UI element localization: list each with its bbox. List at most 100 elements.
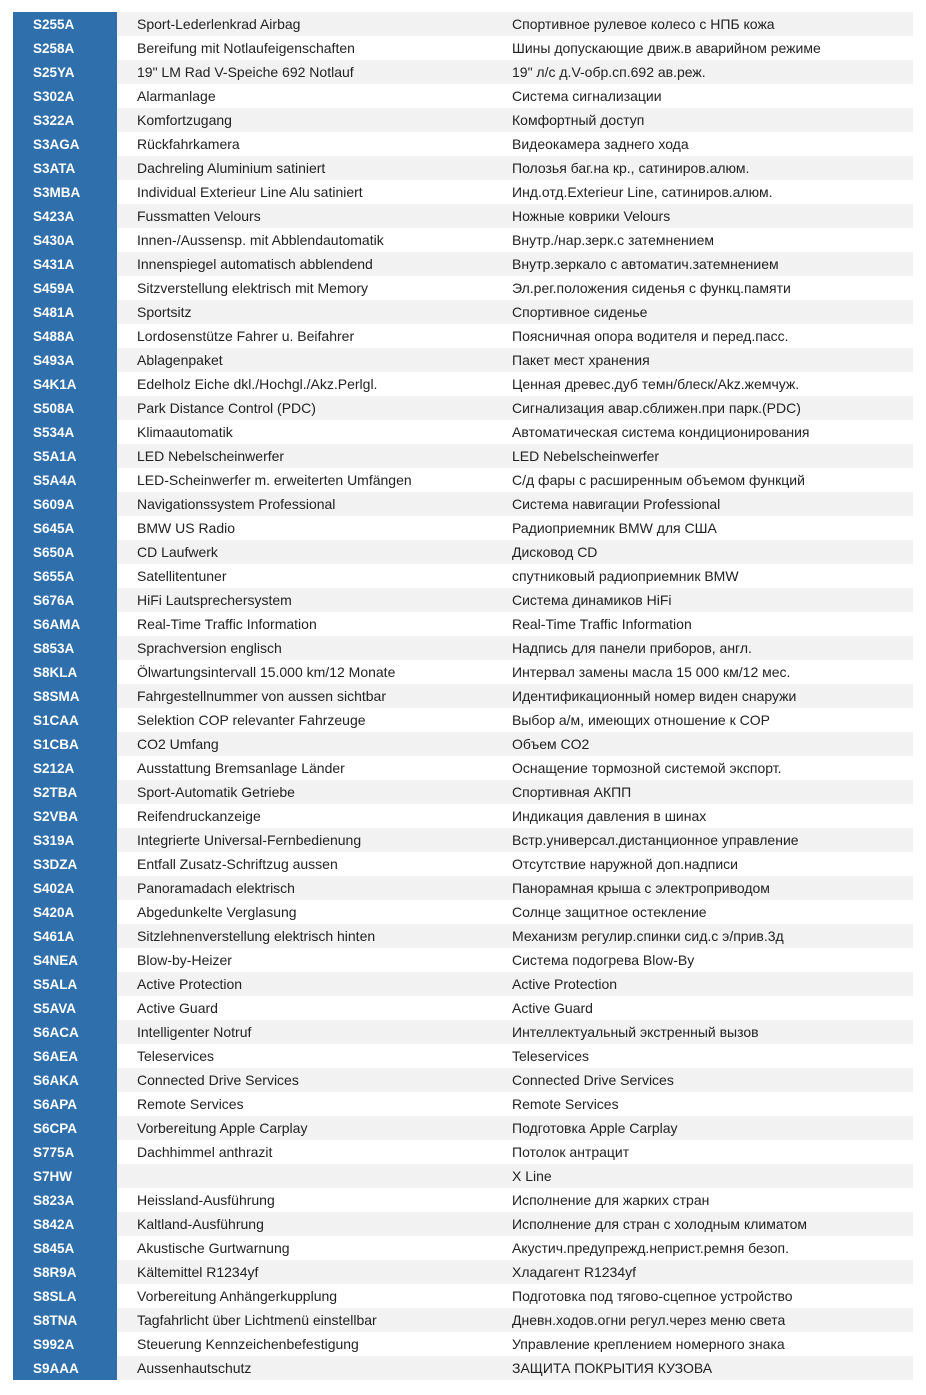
option-name-german: Navigationssystem Professional (117, 492, 492, 516)
option-name-german: BMW US Radio (117, 516, 492, 540)
option-name-german: Rückfahrkamera (117, 132, 492, 156)
option-name-russian: Видеокамера заднего хода (492, 132, 913, 156)
option-name-russian: X Line (492, 1164, 913, 1188)
option-name-german: Park Distance Control (PDC) (117, 396, 492, 420)
option-code: S534A (13, 420, 117, 444)
table-row: S534A Klimaautomatik Автоматическая систем… (13, 420, 913, 444)
option-name-german: HiFi Lautsprechersystem (117, 588, 492, 612)
option-name-german: Satellitentuner (117, 564, 492, 588)
table-row: S5A1A LED Nebelscheinwerfer LED Nebelschei… (13, 444, 913, 468)
option-code: S6ACA (13, 1020, 117, 1044)
option-name-german: Active Protection (117, 972, 492, 996)
table-row: S319A Integrierte Universal-Fernbedienung… (13, 828, 913, 852)
option-code: S992A (13, 1332, 117, 1356)
option-name-russian: Подготовка под тягово-сцепное устройство (492, 1284, 913, 1308)
option-name-german: Innenspiegel automatisch abblendend (117, 252, 492, 276)
option-code: S3AGA (13, 132, 117, 156)
option-name-german: Sport-Lederlenkrad Airbag (117, 12, 492, 36)
table-row: S6CPA Vorbereitung Apple Carplay Подготовк… (13, 1116, 913, 1140)
option-name-russian: Система динамиков HiFi (492, 588, 913, 612)
table-row: S775A Dachhimmel anthrazit Потолок антраци… (13, 1140, 913, 1164)
option-name-german: Ausstattung Bremsanlage Länder (117, 756, 492, 780)
option-name-russian: Солнце защитное остекление (492, 900, 913, 924)
option-name-german: CD Laufwerk (117, 540, 492, 564)
option-name-russian: Оснащение тормозной системой экспорт. (492, 756, 913, 780)
option-name-german: Sportsitz (117, 300, 492, 324)
option-name-russian: Эл.рег.положения сиденья с функц.памяти (492, 276, 913, 300)
option-name-german: Remote Services (117, 1092, 492, 1116)
option-code: S8TNA (13, 1308, 117, 1332)
table-row: S430A Innen-/Aussensp. mit Abblendautomat… (13, 228, 913, 252)
option-code: S8SLA (13, 1284, 117, 1308)
option-name-russian: Teleservices (492, 1044, 913, 1068)
option-name-russian: Real-Time Traffic Information (492, 612, 913, 636)
option-code: S655A (13, 564, 117, 588)
option-name-russian: спутниковый радиоприемник BMW (492, 564, 913, 588)
option-code: S775A (13, 1140, 117, 1164)
option-name-russian: Поясничная опора водителя и перед.пасс. (492, 324, 913, 348)
option-name-russian: Акустич.предупрежд.неприст.ремня безоп. (492, 1236, 913, 1260)
option-name-german: Sprachversion englisch (117, 636, 492, 660)
option-name-russian: LED Nebelscheinwerfer (492, 444, 913, 468)
option-name-russian: Дисковод CD (492, 540, 913, 564)
option-code: S493A (13, 348, 117, 372)
option-code: S5A1A (13, 444, 117, 468)
option-name-german: Fahrgestellnummer von aussen sichtbar (117, 684, 492, 708)
option-code: S676A (13, 588, 117, 612)
option-code: S212A (13, 756, 117, 780)
option-code: S3ATA (13, 156, 117, 180)
table-row: S423A Fussmatten Velours Ножные коврики Ve… (13, 204, 913, 228)
table-row: S25YA 19" LM Rad V-Speiche 692 Notlauf 19"… (13, 60, 913, 84)
option-name-russian: Внутр./нар.зерк.с затемнением (492, 228, 913, 252)
option-name-russian: Внутр.зеркало с автоматич.затемнением (492, 252, 913, 276)
option-name-german: Panoramadach elektrisch (117, 876, 492, 900)
option-name-russian: Интервал замены масла 15 000 км/12 мес. (492, 660, 913, 684)
table-row: S481A Sportsitz Спортивное сиденье (13, 300, 913, 324)
option-code: S25YA (13, 60, 117, 84)
option-code: S1CBA (13, 732, 117, 756)
table-row: S461A Sitzlehnenverstellung elektrisch hi… (13, 924, 913, 948)
option-name-german: Sport-Automatik Getriebe (117, 780, 492, 804)
option-code: S6AKA (13, 1068, 117, 1092)
option-name-german: Sitzlehnenverstellung elektrisch hinten (117, 924, 492, 948)
option-name-german: Akustische Gurtwarnung (117, 1236, 492, 1260)
option-name-german: Tagfahrlicht über Lichtmenü einstellbar (117, 1308, 492, 1332)
option-name-russian: Встр.универсал.дистанционное управление (492, 828, 913, 852)
table-row: S8SMA Fahrgestellnummer von aussen sichtb… (13, 684, 913, 708)
option-code: S650A (13, 540, 117, 564)
table-row: S212A Ausstattung Bremsanlage Länder Оснащ… (13, 756, 913, 780)
table-row: S6APA Remote Services Remote Services (13, 1092, 913, 1116)
option-code: S481A (13, 300, 117, 324)
option-code: S842A (13, 1212, 117, 1236)
option-code: S430A (13, 228, 117, 252)
option-name-russian: Объем CO2 (492, 732, 913, 756)
table-row: S4K1A Edelholz Eiche dkl./Hochgl./Akz.Per… (13, 372, 913, 396)
option-name-german: Innen-/Aussensp. mit Abblendautomatik (117, 228, 492, 252)
option-name-russian: 19" л/с д.V-обр.сп.692 ав.реж. (492, 60, 913, 84)
table-row: S676A HiFi Lautsprechersystem Система дина… (13, 588, 913, 612)
option-name-german: LED Nebelscheinwerfer (117, 444, 492, 468)
options-table-body: S255A Sport-Lederlenkrad Airbag Спортивное… (13, 12, 913, 1380)
option-code: S7HW (13, 1164, 117, 1188)
option-name-german: Sitzverstellung elektrisch mit Memory (117, 276, 492, 300)
table-row: S431A Innenspiegel automatisch abblendend… (13, 252, 913, 276)
option-code: S4NEA (13, 948, 117, 972)
option-name-russian: Панорамная крыша с электроприводом (492, 876, 913, 900)
table-row: S258A Bereifung mit Notlaufeigenschaften Ш… (13, 36, 913, 60)
option-name-russian: Потолок антрацит (492, 1140, 913, 1164)
table-row: S322A Komfortzugang Комфортный доступ (13, 108, 913, 132)
table-row: S8TNA Tagfahrlicht über Lichtmenü einstel… (13, 1308, 913, 1332)
table-row: S609A Navigationssystem Professional Систе… (13, 492, 913, 516)
option-code: S6AMA (13, 612, 117, 636)
option-name-russian: Подготовка Apple Carplay (492, 1116, 913, 1140)
table-row: S7HW X Line (13, 1164, 913, 1188)
option-name-russian: Надпись для панели приборов, англ. (492, 636, 913, 660)
option-code: S8SMA (13, 684, 117, 708)
option-name-german: Selektion COP relevanter Fahrzeuge (117, 708, 492, 732)
option-name-russian: Спортивная АКПП (492, 780, 913, 804)
option-code: S8R9A (13, 1260, 117, 1284)
table-row: S3MBA Individual Exterieur Line Alu satin… (13, 180, 913, 204)
option-code: S2TBA (13, 780, 117, 804)
option-name-german: LED-Scheinwerfer m. erweiterten Umfängen (117, 468, 492, 492)
option-name-russian: Система навигации Professional (492, 492, 913, 516)
